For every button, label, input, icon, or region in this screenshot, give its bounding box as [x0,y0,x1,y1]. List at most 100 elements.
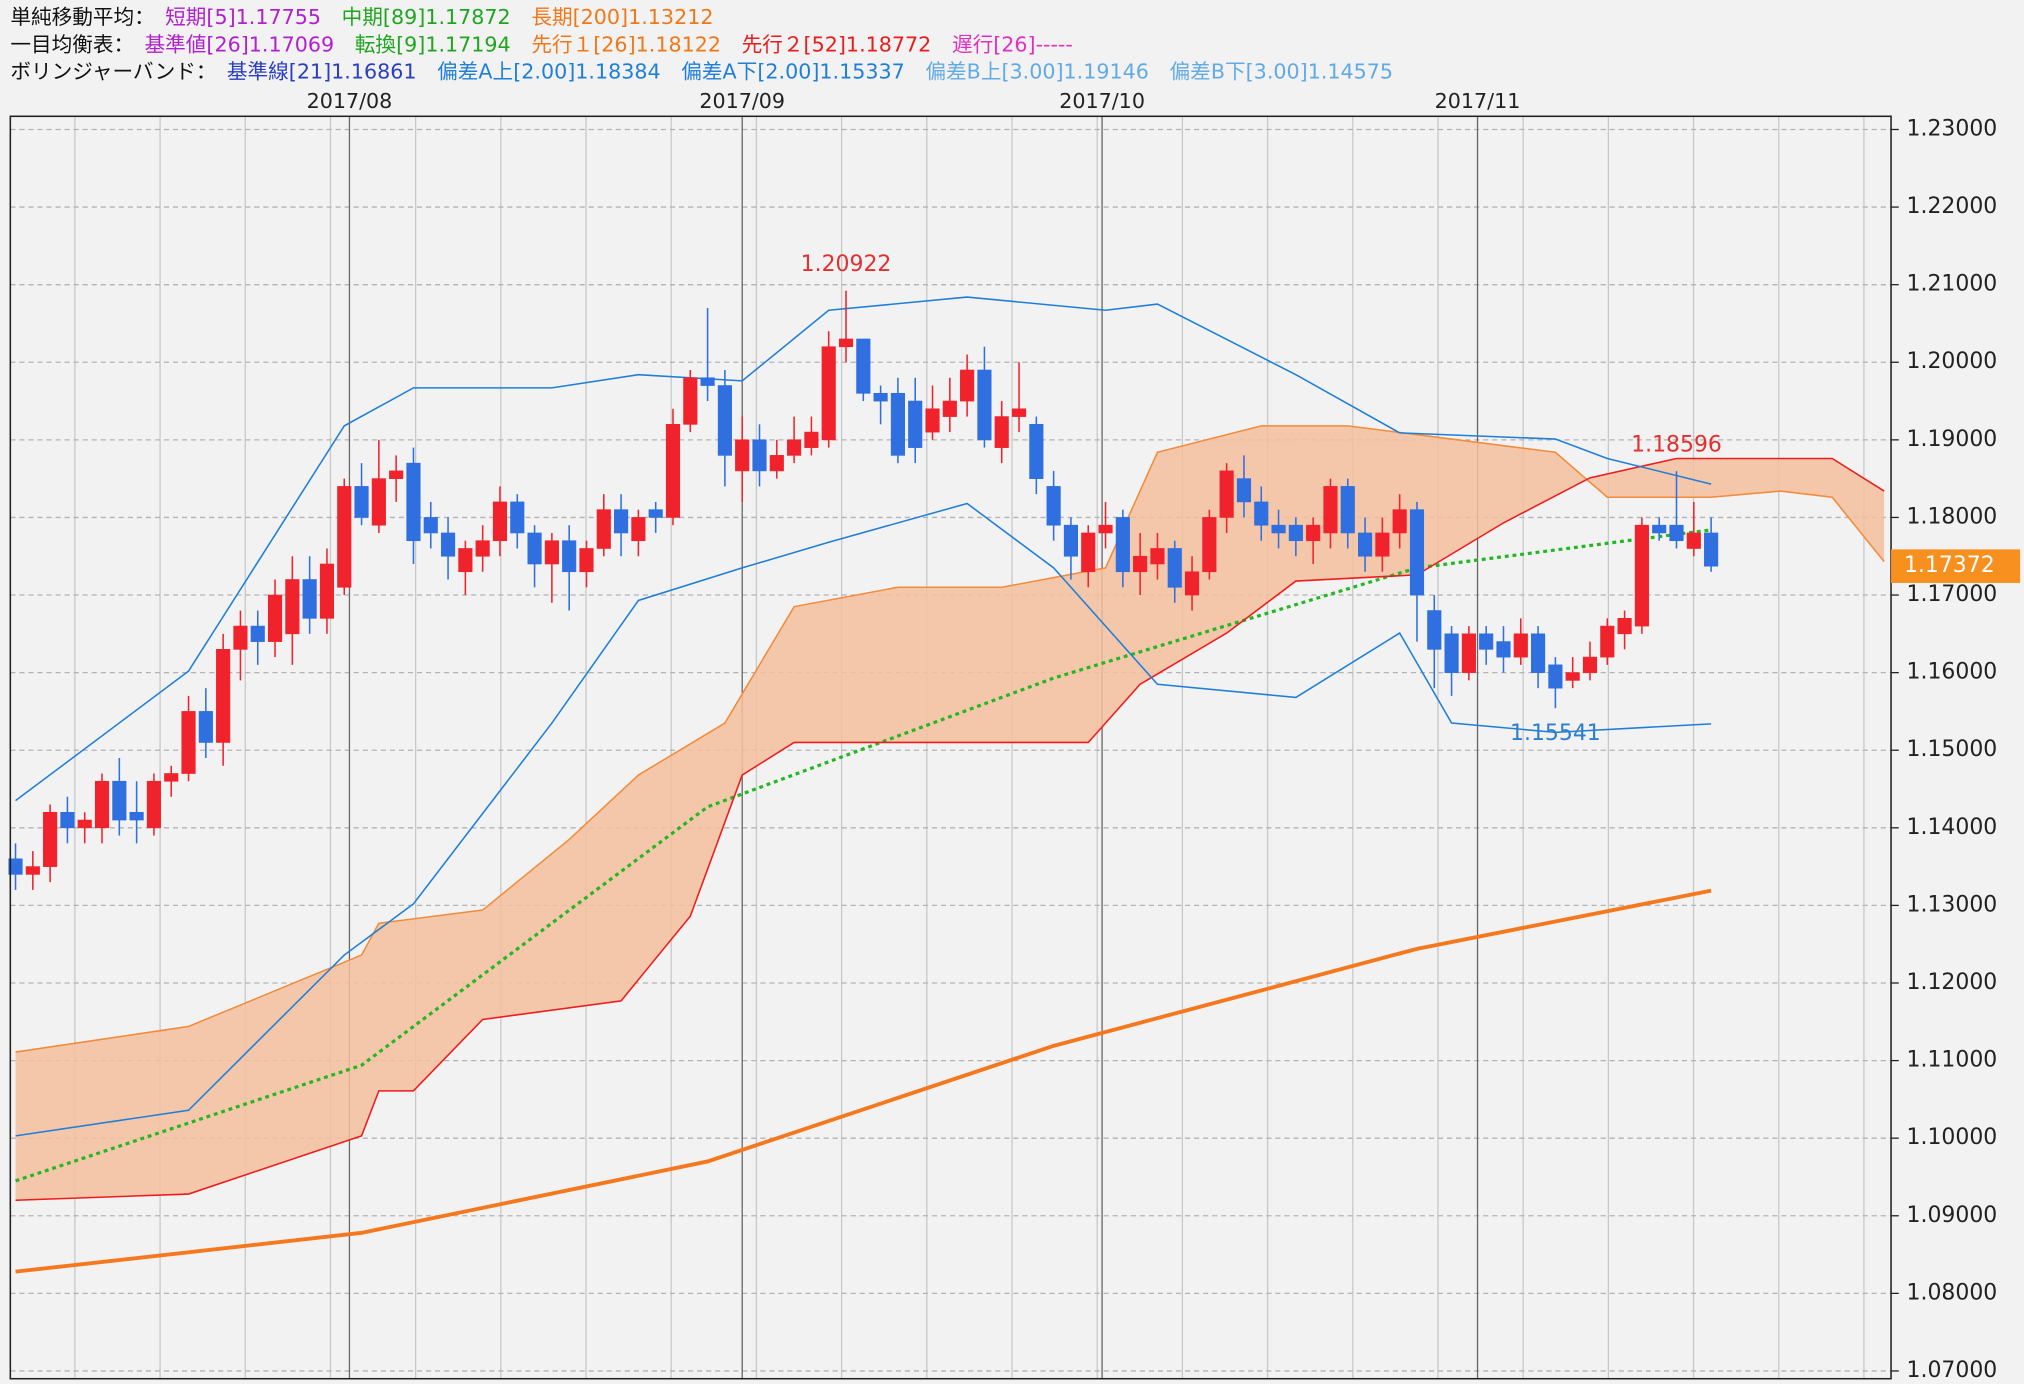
candle-body [77,819,92,829]
candle-body [1600,625,1615,658]
candle-body [925,408,940,433]
candle-body [371,478,386,526]
candle-body [1081,532,1096,573]
candle-body [389,470,404,479]
candle-body [821,346,836,441]
candle-body [1513,633,1528,658]
candle-body [856,338,871,394]
legend-item: 中期[89]1.17872 [342,5,511,29]
candle-body [1219,470,1234,518]
legend-item: 偏差A上[2.00]1.18384 [437,59,660,83]
candle-body [423,517,438,534]
candle-body [1704,532,1719,567]
y-tick-label: 1.09000 [1907,1203,1998,1228]
legend-item: 短期[5]1.17755 [165,5,321,29]
candle-body [665,424,681,518]
candle-body [942,400,957,417]
candle-body [1011,408,1027,417]
y-tick-label: 1.08000 [1907,1280,1998,1305]
candle-body [1582,656,1598,673]
candle-body [285,579,300,635]
candle-body [492,501,508,542]
last-price-box [1891,549,2021,583]
candle-body [267,594,283,642]
candle-body [1340,486,1355,534]
candle-body [319,563,335,619]
y-tick-label: 1.11000 [1907,1048,1998,1073]
candle-body [1063,524,1079,557]
indicator-line [15,425,1885,1053]
y-tick-label: 1.07000 [1907,1358,1998,1383]
legend-item: 先行１[26]1.18122 [531,32,721,56]
candle-body [1271,524,1286,534]
candle-body [302,579,317,619]
candle-body [873,392,888,402]
candle-body [1686,532,1701,549]
legend-item: 遅行[26]----- [952,32,1073,56]
price-annotation: 1.20922 [801,252,892,277]
y-tick-label: 1.19000 [1907,427,1998,452]
legend-item: 偏差B下[3.00]1.14575 [1170,59,1394,83]
candle-body [25,866,40,875]
candle-body [1444,633,1459,673]
price-annotation: 1.18596 [1631,432,1722,457]
y-tick-label: 1.23000 [1907,116,1998,141]
candle-body [1634,524,1649,627]
y-tick-label: 1.15000 [1907,737,1998,762]
candle-body [614,509,629,534]
candle-body [908,400,923,448]
candle-body [510,501,525,534]
candle-body [1392,509,1407,534]
candle-body [354,486,369,518]
y-tick-label: 1.14000 [1907,815,1998,840]
indicator-line [15,502,1712,1137]
candle-body [1375,532,1390,557]
candle-body [233,625,248,650]
candle-body [60,811,75,829]
candle-body [1617,617,1632,635]
cloud-fill [15,425,1885,1201]
candle-body [216,649,231,743]
candle-body [1652,524,1667,534]
candle-body [1202,517,1217,573]
candle-body [94,780,110,829]
candle-body [1427,610,1442,650]
price-annotation: 1.15541 [1510,721,1601,746]
candle-body [648,509,663,518]
candle-body [1409,509,1425,596]
candle-body [596,509,611,549]
candle-body [527,532,542,565]
candle-body [752,439,767,472]
indicator-line [15,528,1712,1183]
legend-item: 基準値[26]1.17069 [144,32,334,56]
candle-body [960,369,975,402]
candle-body [1669,524,1684,542]
legend-item: 偏差B上[3.00]1.19146 [925,59,1149,83]
y-tick-label: 1.18000 [1907,504,1998,529]
candle-body [1133,555,1148,573]
candle-body [1254,501,1269,526]
candle-body [631,517,646,542]
candle-body [475,540,490,557]
candle-body [1184,571,1200,596]
y-tick-label: 1.17000 [1907,582,1998,607]
candle-body [700,377,715,386]
y-tick-label: 1.10000 [1907,1125,1998,1150]
legend-item: 転換[9]1.17194 [355,32,511,56]
candle-body [544,540,559,565]
indicator-line [15,296,1712,802]
candle-body [337,486,352,588]
candle-body [735,439,750,472]
legend-item: 偏差A下[2.00]1.15337 [681,59,904,83]
candle-body [769,455,784,472]
candle-body [43,811,58,867]
legend-item: 基準線[21]1.16861 [227,59,417,83]
candle-body [1098,524,1113,534]
candle-body [1306,524,1321,542]
candle-body [1479,633,1494,650]
candle-body [129,811,144,821]
candle-body [146,780,162,829]
legend-item: 先行２[52]1.18772 [742,32,932,56]
candle-body [890,392,905,456]
